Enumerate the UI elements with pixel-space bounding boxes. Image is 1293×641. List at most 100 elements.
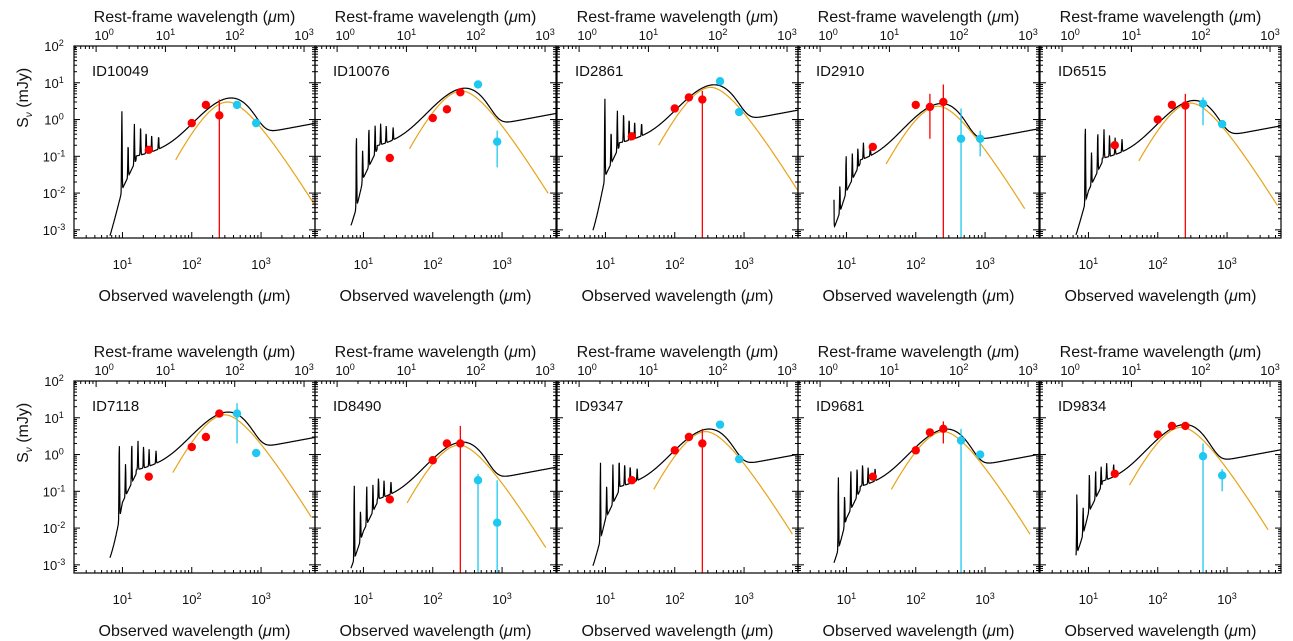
top-tick-label: 102 bbox=[1191, 27, 1211, 43]
top-tick-label: 101 bbox=[397, 27, 417, 43]
top-tick-label: 102 bbox=[466, 362, 486, 378]
data-point-850 bbox=[1217, 471, 1227, 480]
panel-frame bbox=[314, 380, 557, 574]
data-point-450 bbox=[715, 420, 725, 429]
data-point-850 bbox=[251, 118, 261, 128]
bottom-tick-label: 103 bbox=[251, 256, 271, 272]
sed-panel-ID6515: 101 102 103 100 101 102 103 ID6515 Observed wave… bbox=[1039, 9, 1282, 305]
y-tick-label: 102 bbox=[44, 38, 64, 54]
axis-ticks bbox=[314, 380, 557, 574]
data-point-250 bbox=[215, 409, 224, 418]
data-point-160 bbox=[1167, 421, 1177, 431]
data-point-450 bbox=[473, 80, 483, 89]
model-sed-curve bbox=[109, 411, 315, 558]
data-point-450 bbox=[715, 77, 725, 86]
sed-panel-ID8490: 101 102 103 100 101 102 103 ID8490 Observed wave… bbox=[314, 344, 557, 640]
model-sed-curve bbox=[592, 428, 798, 566]
data-point-450 bbox=[1198, 99, 1208, 108]
greybody-curve bbox=[175, 101, 315, 205]
top-axis-label: Rest-frame wavelength (μm) bbox=[335, 9, 537, 26]
panel-title: ID9681 bbox=[816, 398, 864, 415]
bottom-tick-label: 102 bbox=[665, 256, 685, 272]
data-point-160 bbox=[925, 428, 935, 437]
y-tick-label: 10-1 bbox=[43, 148, 66, 164]
top-tick-label: 103 bbox=[777, 362, 797, 378]
top-axis-label: Rest-frame wavelength (μm) bbox=[818, 344, 1020, 361]
data-point-850 bbox=[1217, 119, 1227, 129]
bottom-tick-label: 103 bbox=[492, 591, 512, 607]
panel-title: ID9834 bbox=[1058, 398, 1106, 415]
bottom-axis-label: Observed wavelength (μm) bbox=[823, 623, 1015, 640]
y-tick-label: 100 bbox=[44, 447, 64, 463]
panel-title: ID6515 bbox=[1058, 63, 1106, 80]
panel-title: ID10049 bbox=[92, 63, 149, 80]
data-point-100 bbox=[670, 446, 679, 455]
model-sed-curve bbox=[350, 87, 556, 226]
top-tick-label: 100 bbox=[577, 362, 597, 378]
top-tick-label: 101 bbox=[1122, 27, 1142, 43]
data-point-160 bbox=[925, 102, 935, 112]
panel-title: ID8490 bbox=[333, 398, 381, 415]
data-point-450 bbox=[232, 100, 242, 110]
panel-frame bbox=[1039, 45, 1282, 239]
top-tick-label: 100 bbox=[94, 362, 114, 378]
data-point-850 bbox=[492, 137, 502, 146]
bottom-tick-label: 102 bbox=[1148, 591, 1168, 607]
bottom-axis-label: Observed wavelength (μm) bbox=[582, 288, 774, 305]
top-tick-label: 103 bbox=[1260, 27, 1280, 43]
sed-panel-ID2861: 101 102 103 100 101 102 103 ID2861 Observed wave… bbox=[556, 9, 799, 305]
y-axis-label: Sν (mJy) bbox=[15, 403, 35, 463]
top-tick-label: 101 bbox=[880, 27, 900, 43]
axis-ticks bbox=[314, 45, 557, 239]
bottom-tick-label: 102 bbox=[423, 256, 443, 272]
data-point-250 bbox=[939, 424, 948, 434]
data-point-850 bbox=[251, 448, 261, 458]
bottom-axis-label: Observed wavelength (μm) bbox=[823, 288, 1015, 305]
panel-title: ID2910 bbox=[816, 63, 864, 80]
model-sed-curve bbox=[109, 97, 315, 236]
panel-frame bbox=[1039, 380, 1282, 574]
plot-area bbox=[109, 97, 315, 238]
data-point-100 bbox=[1153, 115, 1162, 124]
plot-area bbox=[833, 84, 1039, 238]
bottom-tick-label: 101 bbox=[837, 256, 857, 272]
data-point-850 bbox=[492, 518, 502, 527]
greybody-curve bbox=[1138, 102, 1278, 206]
greybody-curve bbox=[172, 414, 312, 518]
plot-area bbox=[1075, 93, 1281, 238]
bottom-axis-label: Observed wavelength (μm) bbox=[99, 623, 291, 640]
y-tick-label: 10-2 bbox=[43, 520, 66, 536]
top-tick-label: 103 bbox=[1018, 27, 1038, 43]
bottom-tick-label: 102 bbox=[906, 256, 926, 272]
top-tick-label: 103 bbox=[294, 362, 314, 378]
top-tick-label: 101 bbox=[639, 362, 659, 378]
top-tick-label: 102 bbox=[708, 27, 728, 43]
bottom-tick-label: 102 bbox=[665, 591, 685, 607]
data-point-24 bbox=[144, 145, 153, 155]
data-point-100 bbox=[911, 446, 920, 455]
data-point-450 bbox=[956, 436, 966, 445]
top-tick-label: 101 bbox=[1122, 362, 1142, 378]
top-axis-label: Rest-frame wavelength (μm) bbox=[94, 344, 296, 361]
data-point-160 bbox=[684, 432, 694, 442]
data-point-850 bbox=[734, 454, 744, 464]
data-point-450 bbox=[232, 409, 242, 418]
bottom-tick-label: 101 bbox=[596, 256, 616, 272]
bottom-tick-label: 101 bbox=[354, 591, 374, 607]
y-tick-label: 101 bbox=[44, 410, 64, 426]
y-tick-label: 10-2 bbox=[43, 185, 66, 201]
top-tick-label: 103 bbox=[1018, 362, 1038, 378]
bottom-tick-label: 103 bbox=[975, 591, 995, 607]
axis-ticks bbox=[797, 45, 1040, 239]
bottom-tick-label: 101 bbox=[354, 256, 374, 272]
bottom-tick-label: 102 bbox=[1148, 256, 1168, 272]
bottom-axis-label: Observed wavelength (μm) bbox=[340, 288, 532, 305]
bottom-tick-label: 102 bbox=[906, 591, 926, 607]
sed-panel-ID10049: 101 102 103 100 101 102 103 10-3 10-2 10-1 100 101 1… bbox=[15, 9, 316, 305]
data-point-24 bbox=[868, 142, 877, 152]
data-point-250 bbox=[1181, 421, 1190, 431]
data-point-250 bbox=[456, 88, 465, 97]
data-point-100 bbox=[187, 442, 196, 452]
data-point-250 bbox=[1181, 101, 1190, 110]
greybody-curve bbox=[1129, 426, 1269, 531]
